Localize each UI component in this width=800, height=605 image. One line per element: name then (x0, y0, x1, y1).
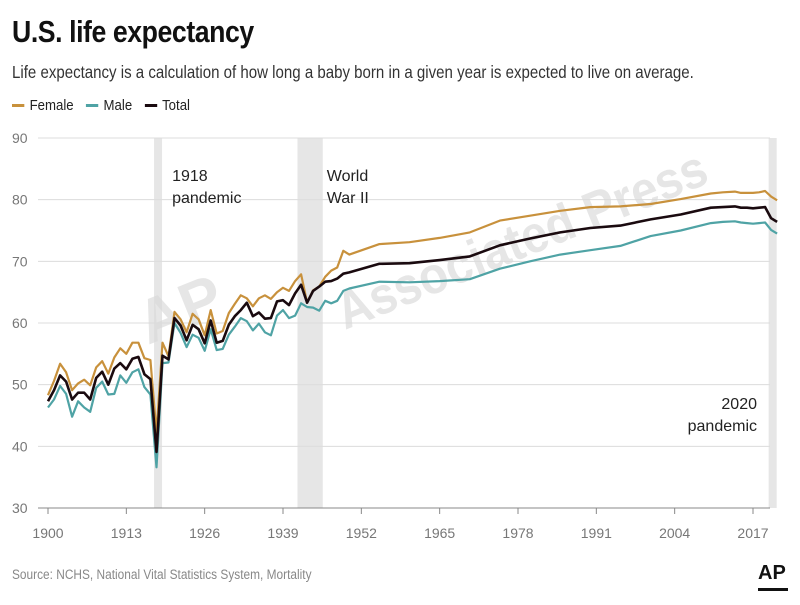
x-tick-label: 1965 (424, 525, 455, 541)
series-line-female (46, 189, 778, 434)
y-tick-label: 90 (12, 130, 28, 146)
series-line-male (47, 220, 778, 469)
x-tick-label: 1900 (32, 525, 63, 541)
chart-subtitle: Life expectancy is a calculation of how … (12, 62, 694, 82)
y-tick-label: 50 (12, 377, 28, 393)
x-tick-label: 1952 (346, 525, 377, 541)
legend-label-female: Female (29, 97, 74, 114)
band-label-line2: pandemic (172, 190, 241, 207)
legend-item-total: Total (144, 97, 190, 114)
ap-logo: AP (758, 562, 786, 584)
legend-label-male: Male (103, 97, 133, 114)
band-label-line2: War II (327, 190, 369, 207)
y-tick-label: 40 (12, 438, 28, 454)
y-tick-label: 70 (12, 253, 28, 269)
legend-item-female: Female (12, 97, 74, 114)
source-note: Source: NCHS, National Vital Statistics … (12, 567, 312, 582)
x-tick-label: 1913 (111, 525, 142, 541)
band-label-line1: 2020 (721, 396, 757, 413)
legend-swatch-male (85, 104, 99, 107)
y-tick-label: 30 (12, 500, 28, 516)
y-tick-label: 80 (12, 192, 28, 208)
x-tick-label: 1939 (267, 525, 298, 541)
legend-swatch-female (12, 104, 25, 107)
y-tick-label: 60 (12, 315, 28, 331)
highlight-band (768, 138, 777, 508)
band-annotations: 1918 pandemic World War II 2020 pandemic (172, 168, 757, 435)
x-tick-label: 2004 (659, 525, 690, 541)
x-tick-label: 1926 (189, 525, 220, 541)
legend-label-total: Total (162, 97, 190, 114)
band-label-line1: 1918 (172, 168, 208, 185)
band-label-line2: pandemic (688, 418, 757, 435)
series-lines (46, 189, 778, 469)
legend-item-male: Male (85, 97, 133, 114)
legend-swatch-total (144, 104, 157, 107)
legend: Female Male Total (12, 97, 190, 114)
x-tick-label: 1978 (502, 525, 533, 541)
x-tick-label: 1991 (581, 525, 612, 541)
x-tick-label: 2017 (737, 525, 768, 541)
axes: 30 40 50 60 70 80 90 1900 1913 1926 1939 1952 1965 19… (12, 130, 770, 541)
series-line-total (46, 205, 778, 454)
band-label-line1: World (327, 168, 369, 185)
chart-title: U.S. life expectancy (12, 14, 254, 49)
ap-logo-underline (758, 588, 788, 591)
